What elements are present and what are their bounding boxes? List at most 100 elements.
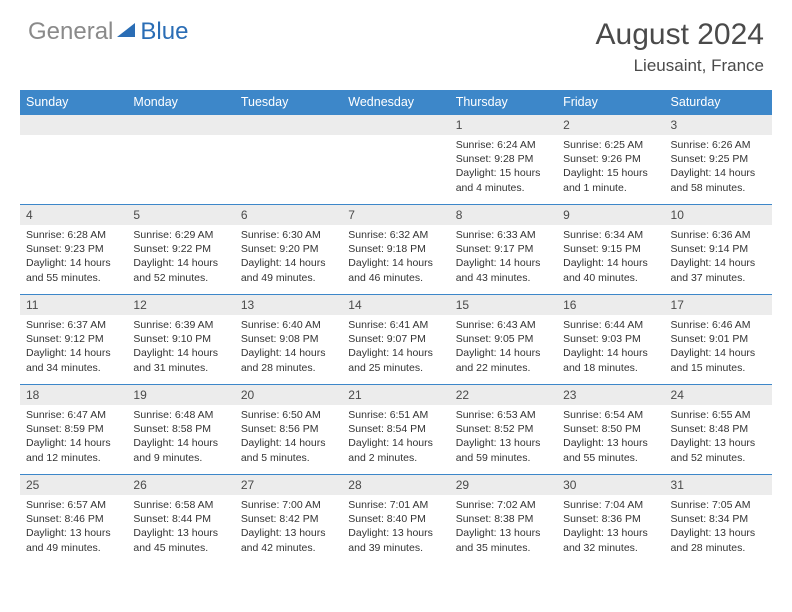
calendar-cell: 29Sunrise: 7:02 AMSunset: 8:38 PMDayligh… xyxy=(450,475,557,565)
calendar-cell: 17Sunrise: 6:46 AMSunset: 9:01 PMDayligh… xyxy=(665,295,772,385)
sunrise-text: Sunrise: 6:54 AM xyxy=(563,408,658,422)
daylight-text: Daylight: 14 hours and 34 minutes. xyxy=(26,346,121,374)
day-details: Sunrise: 7:04 AMSunset: 8:36 PMDaylight:… xyxy=(557,495,664,559)
day-number: 1 xyxy=(450,115,557,135)
sunrise-text: Sunrise: 6:48 AM xyxy=(133,408,228,422)
calendar-cell: 26Sunrise: 6:58 AMSunset: 8:44 PMDayligh… xyxy=(127,475,234,565)
sunset-text: Sunset: 8:59 PM xyxy=(26,422,121,436)
calendar-cell: 21Sunrise: 6:51 AMSunset: 8:54 PMDayligh… xyxy=(342,385,449,475)
sunset-text: Sunset: 8:48 PM xyxy=(671,422,766,436)
day-number: 9 xyxy=(557,205,664,225)
day-details: Sunrise: 6:30 AMSunset: 9:20 PMDaylight:… xyxy=(235,225,342,289)
day-number: 28 xyxy=(342,475,449,495)
sunrise-text: Sunrise: 6:55 AM xyxy=(671,408,766,422)
sunrise-text: Sunrise: 7:04 AM xyxy=(563,498,658,512)
calendar-cell: 5Sunrise: 6:29 AMSunset: 9:22 PMDaylight… xyxy=(127,205,234,295)
daylight-text: Daylight: 14 hours and 40 minutes. xyxy=(563,256,658,284)
calendar-cell xyxy=(20,115,127,205)
daylight-text: Daylight: 14 hours and 31 minutes. xyxy=(133,346,228,374)
day-number: 17 xyxy=(665,295,772,315)
day-details: Sunrise: 6:41 AMSunset: 9:07 PMDaylight:… xyxy=(342,315,449,379)
weekday-header: Thursday xyxy=(450,90,557,115)
day-number-empty xyxy=(235,115,342,135)
day-details: Sunrise: 6:34 AMSunset: 9:15 PMDaylight:… xyxy=(557,225,664,289)
calendar-cell: 13Sunrise: 6:40 AMSunset: 9:08 PMDayligh… xyxy=(235,295,342,385)
day-number: 29 xyxy=(450,475,557,495)
sunrise-text: Sunrise: 6:30 AM xyxy=(241,228,336,242)
sunrise-text: Sunrise: 7:00 AM xyxy=(241,498,336,512)
sunset-text: Sunset: 8:50 PM xyxy=(563,422,658,436)
calendar-cell: 28Sunrise: 7:01 AMSunset: 8:40 PMDayligh… xyxy=(342,475,449,565)
sunrise-text: Sunrise: 7:01 AM xyxy=(348,498,443,512)
day-number: 4 xyxy=(20,205,127,225)
sunset-text: Sunset: 8:56 PM xyxy=(241,422,336,436)
day-number: 5 xyxy=(127,205,234,225)
calendar-cell: 12Sunrise: 6:39 AMSunset: 9:10 PMDayligh… xyxy=(127,295,234,385)
daylight-text: Daylight: 13 hours and 32 minutes. xyxy=(563,526,658,554)
daylight-text: Daylight: 14 hours and 52 minutes. xyxy=(133,256,228,284)
daylight-text: Daylight: 13 hours and 55 minutes. xyxy=(563,436,658,464)
daylight-text: Daylight: 14 hours and 49 minutes. xyxy=(241,256,336,284)
sunset-text: Sunset: 8:34 PM xyxy=(671,512,766,526)
day-details: Sunrise: 6:46 AMSunset: 9:01 PMDaylight:… xyxy=(665,315,772,379)
daylight-text: Daylight: 14 hours and 28 minutes. xyxy=(241,346,336,374)
calendar-cell: 18Sunrise: 6:47 AMSunset: 8:59 PMDayligh… xyxy=(20,385,127,475)
sunset-text: Sunset: 8:58 PM xyxy=(133,422,228,436)
daylight-text: Daylight: 13 hours and 42 minutes. xyxy=(241,526,336,554)
day-body-empty xyxy=(342,135,449,195)
day-number: 30 xyxy=(557,475,664,495)
calendar-cell: 3Sunrise: 6:26 AMSunset: 9:25 PMDaylight… xyxy=(665,115,772,205)
daylight-text: Daylight: 14 hours and 43 minutes. xyxy=(456,256,551,284)
sunset-text: Sunset: 9:15 PM xyxy=(563,242,658,256)
day-body-empty xyxy=(127,135,234,195)
sunrise-text: Sunrise: 6:57 AM xyxy=(26,498,121,512)
header: General Blue August 2024 Lieusaint, Fran… xyxy=(0,0,792,82)
calendar-cell: 24Sunrise: 6:55 AMSunset: 8:48 PMDayligh… xyxy=(665,385,772,475)
sunset-text: Sunset: 9:01 PM xyxy=(671,332,766,346)
sunset-text: Sunset: 9:17 PM xyxy=(456,242,551,256)
day-body-empty xyxy=(20,135,127,195)
day-details: Sunrise: 6:50 AMSunset: 8:56 PMDaylight:… xyxy=(235,405,342,469)
weekday-header: Sunday xyxy=(20,90,127,115)
calendar-cell: 31Sunrise: 7:05 AMSunset: 8:34 PMDayligh… xyxy=(665,475,772,565)
sunset-text: Sunset: 8:40 PM xyxy=(348,512,443,526)
day-number-empty xyxy=(342,115,449,135)
daylight-text: Daylight: 13 hours and 35 minutes. xyxy=(456,526,551,554)
logo-text-gray: General xyxy=(28,18,113,46)
calendar-cell: 15Sunrise: 6:43 AMSunset: 9:05 PMDayligh… xyxy=(450,295,557,385)
sunrise-text: Sunrise: 6:43 AM xyxy=(456,318,551,332)
sunrise-text: Sunrise: 7:02 AM xyxy=(456,498,551,512)
day-number: 23 xyxy=(557,385,664,405)
calendar-cell: 22Sunrise: 6:53 AMSunset: 8:52 PMDayligh… xyxy=(450,385,557,475)
sunrise-text: Sunrise: 6:26 AM xyxy=(671,138,766,152)
day-number: 18 xyxy=(20,385,127,405)
day-details: Sunrise: 6:57 AMSunset: 8:46 PMDaylight:… xyxy=(20,495,127,559)
day-number: 22 xyxy=(450,385,557,405)
sunrise-text: Sunrise: 6:28 AM xyxy=(26,228,121,242)
day-details: Sunrise: 6:53 AMSunset: 8:52 PMDaylight:… xyxy=(450,405,557,469)
calendar-cell: 8Sunrise: 6:33 AMSunset: 9:17 PMDaylight… xyxy=(450,205,557,295)
calendar-cell: 10Sunrise: 6:36 AMSunset: 9:14 PMDayligh… xyxy=(665,205,772,295)
day-details: Sunrise: 6:51 AMSunset: 8:54 PMDaylight:… xyxy=(342,405,449,469)
day-details: Sunrise: 6:32 AMSunset: 9:18 PMDaylight:… xyxy=(342,225,449,289)
day-details: Sunrise: 6:44 AMSunset: 9:03 PMDaylight:… xyxy=(557,315,664,379)
sunrise-text: Sunrise: 6:34 AM xyxy=(563,228,658,242)
day-number: 25 xyxy=(20,475,127,495)
day-number: 20 xyxy=(235,385,342,405)
daylight-text: Daylight: 14 hours and 2 minutes. xyxy=(348,436,443,464)
sunset-text: Sunset: 9:14 PM xyxy=(671,242,766,256)
day-details: Sunrise: 6:55 AMSunset: 8:48 PMDaylight:… xyxy=(665,405,772,469)
calendar-cell: 6Sunrise: 6:30 AMSunset: 9:20 PMDaylight… xyxy=(235,205,342,295)
day-number: 27 xyxy=(235,475,342,495)
sunrise-text: Sunrise: 6:53 AM xyxy=(456,408,551,422)
calendar-cell: 19Sunrise: 6:48 AMSunset: 8:58 PMDayligh… xyxy=(127,385,234,475)
sunrise-text: Sunrise: 6:44 AM xyxy=(563,318,658,332)
calendar-row: 18Sunrise: 6:47 AMSunset: 8:59 PMDayligh… xyxy=(20,385,772,475)
calendar-cell xyxy=(127,115,234,205)
day-details: Sunrise: 6:40 AMSunset: 9:08 PMDaylight:… xyxy=(235,315,342,379)
day-number: 24 xyxy=(665,385,772,405)
day-number: 31 xyxy=(665,475,772,495)
sunset-text: Sunset: 9:25 PM xyxy=(671,152,766,166)
day-number: 12 xyxy=(127,295,234,315)
sunset-text: Sunset: 9:23 PM xyxy=(26,242,121,256)
